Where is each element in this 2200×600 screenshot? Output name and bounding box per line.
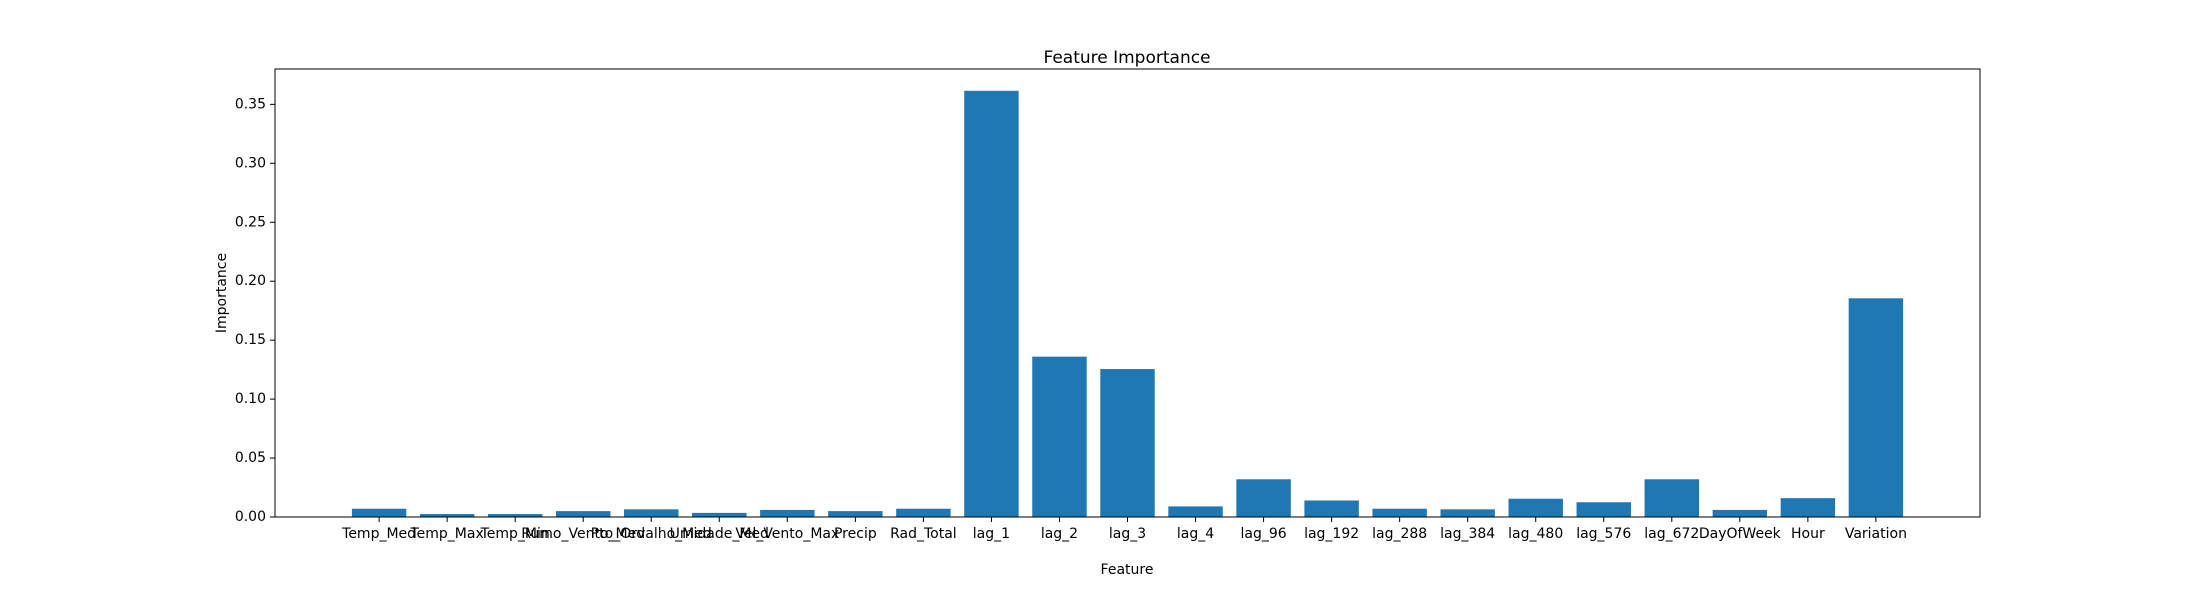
bar — [1440, 509, 1495, 517]
x-tick-label: lag_480 — [1508, 526, 1563, 542]
x-axis-label: Feature — [1101, 562, 1154, 578]
x-tick-label: lag_288 — [1372, 526, 1427, 542]
x-tick-label: lag_4 — [1177, 526, 1214, 542]
x-tick-label: lag_96 — [1240, 526, 1286, 542]
bar — [1508, 498, 1563, 517]
bar — [351, 508, 407, 517]
bar — [1712, 509, 1768, 517]
y-axis-label: Importance — [214, 253, 230, 333]
x-tick-label: lag_2 — [1041, 526, 1078, 542]
bar — [1644, 479, 1700, 517]
x-tick-label: lag_384 — [1440, 526, 1495, 542]
chart-title: Feature Importance — [1043, 48, 1210, 68]
bar — [1032, 356, 1087, 517]
y-tick-label: 0.20 — [235, 273, 266, 289]
bar — [1100, 369, 1155, 517]
bar — [1236, 479, 1291, 517]
bar — [1780, 498, 1836, 517]
bar — [692, 512, 747, 517]
x-tick-label: Vel_Vento_Max — [735, 526, 839, 542]
bar — [555, 511, 611, 517]
x-tick-label: Temp_Min — [480, 526, 550, 542]
y-tick-label: 0.35 — [235, 96, 266, 112]
bar — [1304, 500, 1359, 517]
y-tick-label: 0.15 — [235, 332, 266, 348]
bar — [896, 508, 951, 517]
bar — [1372, 508, 1427, 517]
bar — [487, 514, 543, 517]
x-tick-label: Variation — [1845, 526, 1907, 542]
x-tick-label: lag_192 — [1304, 526, 1359, 542]
x-tick-label: DayOfWeek — [1699, 526, 1782, 542]
y-tick-label: 0.05 — [235, 450, 266, 466]
x-tick-label: Pto_Orvalho_Med — [591, 526, 712, 542]
y-tick-label: 0.25 — [235, 214, 266, 230]
y-tick-label: 0.30 — [235, 155, 266, 171]
x-tick-label: Temp_Max — [410, 526, 484, 542]
x-tick-label: Umidade_Med — [670, 526, 769, 542]
y-tick-label: 0.00 — [235, 509, 266, 525]
x-tick-label: lag_672 — [1644, 526, 1699, 542]
plot-frame — [274, 68, 1981, 518]
bar — [1168, 506, 1223, 517]
x-tick-label: lag_576 — [1576, 526, 1631, 542]
x-tick-label: lag_3 — [1109, 526, 1146, 542]
x-tick-label: Rumo_Vento_Med — [521, 526, 645, 542]
y-tick-label: 0.10 — [235, 391, 266, 407]
x-tick-label: Precip — [834, 526, 877, 542]
bar — [419, 514, 475, 517]
bar — [624, 509, 679, 517]
bar — [760, 509, 815, 517]
x-tick-label: Temp_Med — [341, 526, 416, 542]
bar — [1576, 502, 1631, 517]
x-tick-label: Rad_Total — [890, 526, 957, 542]
x-tick-label: lag_1 — [973, 526, 1010, 542]
bar — [828, 511, 883, 517]
bar — [1848, 298, 1904, 517]
x-tick-label: Hour — [1791, 526, 1825, 542]
bar — [964, 90, 1019, 518]
